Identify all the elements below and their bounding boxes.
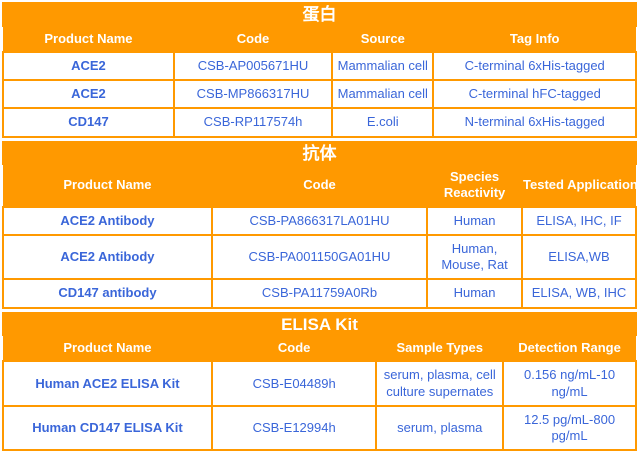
protein-header-row: Product Name Code Source Tag Info	[3, 26, 636, 52]
column-header-code: Code	[211, 336, 377, 362]
sample-types-cell: serum, plasma	[375, 404, 505, 452]
species-cell: Human	[426, 205, 524, 236]
protein-table-title: 蛋白	[2, 2, 637, 27]
antibody-header-row: Product Name Code Species Reactivity Tes…	[3, 165, 640, 207]
table-row: Human ACE2 ELISA Kit CSB-E04489h serum, …	[2, 360, 637, 407]
protein-table-section: 蛋白 Product Name Code Source Tag Info ACE…	[2, 2, 637, 138]
product-link[interactable]: CD147 antibody	[2, 278, 213, 309]
column-header-tested-applications: Tested Applications	[522, 165, 640, 207]
product-link[interactable]: Human ACE2 ELISA Kit	[2, 360, 213, 407]
detection-range-cell: 0.156 ng/mL-10 ng/mL	[502, 360, 637, 407]
antibody-table-section: 抗体 Product Name Code Species Reactivity …	[2, 140, 640, 309]
column-header-code: Code	[211, 165, 428, 207]
elisa-kit-table-section: ELISA Kit Product Name Code Sample Types…	[2, 311, 637, 452]
product-link[interactable]: Human CD147 ELISA Kit	[2, 404, 213, 452]
product-link[interactable]: ACE2 Antibody	[2, 233, 213, 281]
source-cell: Mammalian cell	[331, 79, 435, 110]
sample-types-cell: serum, plasma, cell culture supernates	[375, 360, 505, 407]
species-cell: Human	[426, 278, 524, 309]
applications-cell: ELISA, WB, IHC	[521, 278, 637, 309]
code-cell: CSB-AP005671HU	[172, 50, 334, 82]
table-row: ACE2 Antibody CSB-PA001150GA01HU Human, …	[2, 233, 637, 281]
source-cell: E.coli	[331, 107, 435, 138]
column-header-product-name: Product Name	[3, 336, 212, 362]
tag-info-cell: N-terminal 6xHis-tagged	[432, 107, 637, 138]
table-row: ACE2 Antibody CSB-PA866317LA01HU Human E…	[2, 205, 637, 236]
product-link[interactable]: ACE2 Antibody	[2, 205, 213, 236]
species-cell: Human, Mouse, Rat	[426, 233, 524, 281]
column-header-species-reactivity: Species Reactivity	[427, 165, 523, 207]
applications-cell: ELISA,WB	[521, 233, 637, 281]
tag-info-cell: C-terminal 6xHis-tagged	[432, 50, 637, 82]
column-header-source: Source	[332, 26, 434, 52]
antibody-table: Product Name Code Species Reactivity Tes…	[2, 165, 640, 309]
elisa-kit-table: Product Name Code Sample Types Detection…	[2, 336, 637, 452]
protein-table: Product Name Code Source Tag Info ACE2 C…	[2, 26, 637, 138]
table-row: ACE2 CSB-AP005671HU Mammalian cell C-ter…	[2, 50, 637, 82]
elisa-header-row: Product Name Code Sample Types Detection…	[3, 336, 636, 362]
column-header-product-name: Product Name	[3, 165, 212, 207]
code-cell: CSB-E12994h	[210, 404, 378, 452]
applications-cell: ELISA, IHC, IF	[521, 205, 637, 236]
product-link[interactable]: ACE2	[2, 50, 175, 82]
detection-range-cell: 12.5 pg/mL-800 pg/mL	[502, 404, 637, 452]
code-cell: CSB-RP117574h	[172, 107, 334, 138]
tag-info-cell: C-terminal hFC-tagged	[432, 79, 637, 110]
column-header-tag-info: Tag Info	[433, 26, 636, 52]
antibody-table-title: 抗体	[2, 140, 637, 166]
table-row: CD147 CSB-RP117574h E.coli N-terminal 6x…	[2, 107, 637, 138]
table-row: Human CD147 ELISA Kit CSB-E12994h serum,…	[2, 404, 637, 452]
source-cell: Mammalian cell	[331, 50, 435, 82]
column-header-product-name: Product Name	[3, 26, 174, 52]
product-link[interactable]: CD147	[2, 107, 175, 138]
product-link[interactable]: ACE2	[2, 79, 175, 110]
table-row: ACE2 CSB-MP866317HU Mammalian cell C-ter…	[2, 79, 637, 110]
column-header-sample-types: Sample Types	[376, 336, 504, 362]
code-cell: CSB-PA11759A0Rb	[210, 278, 429, 309]
column-header-code: Code	[173, 26, 333, 52]
code-cell: CSB-PA001150GA01HU	[210, 233, 429, 281]
elisa-kit-table-title: ELISA Kit	[2, 311, 637, 337]
column-header-detection-range: Detection Range	[503, 336, 636, 362]
code-cell: CSB-E04489h	[210, 360, 378, 407]
table-row: CD147 antibody CSB-PA11759A0Rb Human ELI…	[2, 278, 637, 309]
code-cell: CSB-PA866317LA01HU	[210, 205, 429, 236]
code-cell: CSB-MP866317HU	[172, 79, 334, 110]
